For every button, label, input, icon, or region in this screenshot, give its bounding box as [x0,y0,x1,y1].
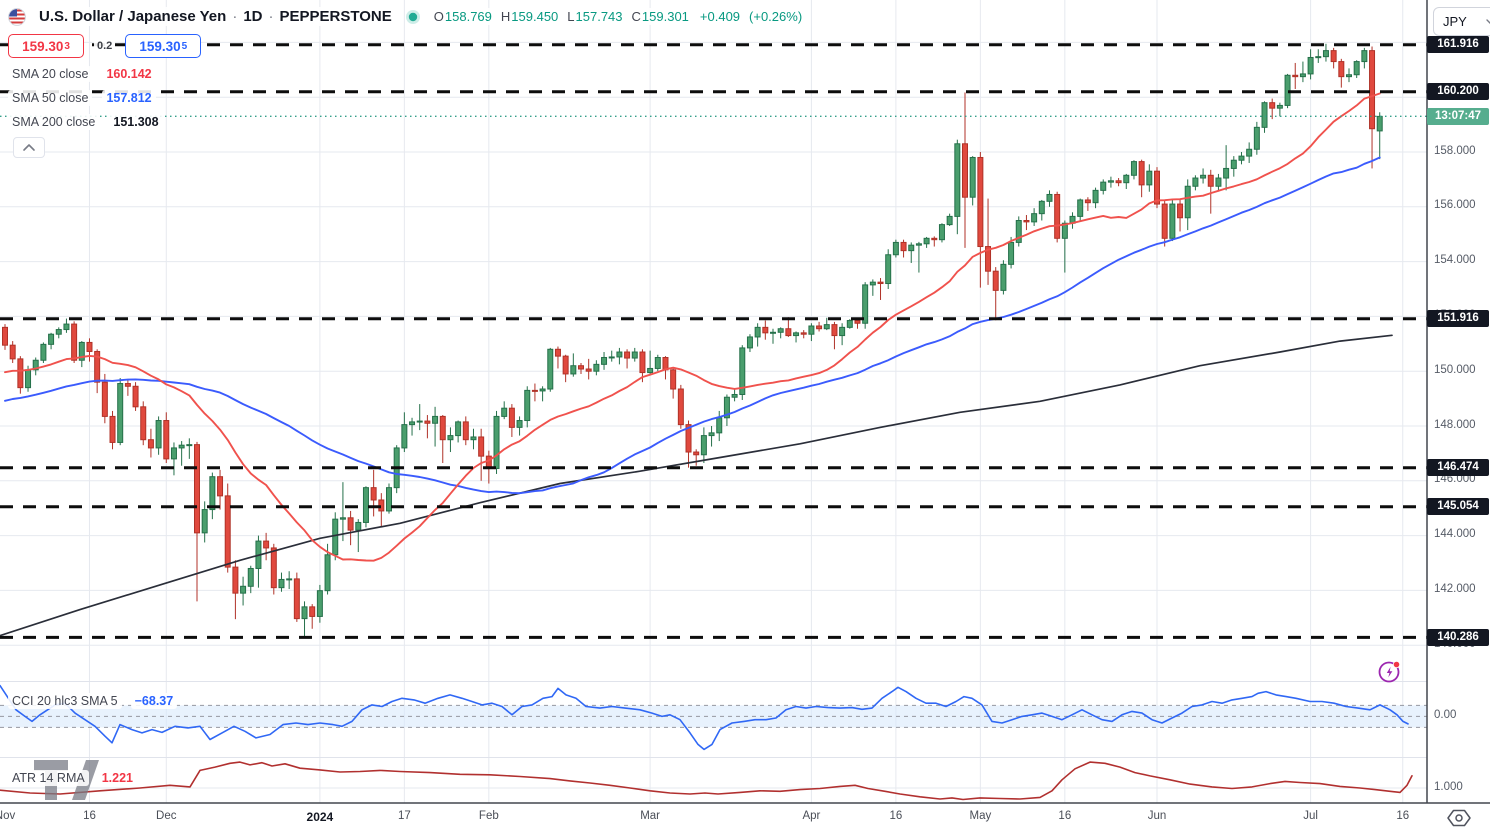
indicator-legend-sma20[interactable]: SMA 20 close 160.142 [8,66,156,82]
chevron-down-icon [1486,18,1490,24]
flash-events-icon[interactable] [1376,658,1403,685]
title-separator: · [268,8,274,25]
trade-panel: 159.30 3 0.2 159.30 5 [8,34,202,58]
price-axis[interactable]: 160.000158.000156.000154.000152.000150.0… [1427,0,1490,803]
sma200-label: SMA 200 close [8,114,100,130]
cci-zero-label: 0.00 [1434,708,1457,721]
sma50-label: SMA 50 close [8,90,93,106]
symbol-name: U.S. Dollar / Japanese Yen [39,8,227,25]
sma20-label: SMA 20 close [8,66,93,82]
price-tick-label: 156.000 [1434,199,1476,212]
time-tick-label: Dec [156,810,177,822]
price-tick-label: 154.000 [1434,254,1476,267]
atr-pane-legend[interactable]: ATR 14 RMA 1.221 [8,770,137,786]
low-value: 157.743 [575,9,623,24]
time-tick-label: Jun [1147,810,1167,822]
cci-pane-legend[interactable]: CCI 20 hlc3 SMA 5 −68.37 [8,693,178,709]
time-tick-label: Mar [640,810,661,822]
us-flag-icon [8,7,26,26]
high-value: 159.450 [511,9,559,24]
price-tick-label: 158.000 [1434,144,1476,157]
change-percent: (+0.26%) [749,9,803,24]
collapse-legend-button[interactable] [13,137,45,158]
price-tick-label: 142.000 [1434,582,1476,595]
price-tick-label: 144.000 [1434,528,1476,541]
currency-label: JPY [1443,14,1467,29]
price-tick-label: 148.000 [1434,418,1476,431]
price-tick-label: 150.000 [1434,363,1476,376]
cci-value: −68.37 [130,693,178,709]
time-tick-label: 16 [83,810,96,822]
price-level-badge: 146.474 [1427,459,1489,477]
price-level-badge: 161.916 [1427,36,1489,54]
price-level-badge: 140.286 [1427,628,1489,646]
atr-scale-label: 1.000 [1434,780,1463,793]
bar-countdown-badge: 13:07:47 [1427,107,1489,125]
sma20-value: 160.142 [102,66,156,82]
indicator-legend-sma200[interactable]: SMA 200 close 151.308 [8,114,163,130]
symbol-legend[interactable]: U.S. Dollar / Japanese Yen · 1D · PEPPER… [8,7,807,26]
symbol-title[interactable]: U.S. Dollar / Japanese Yen · 1D · PEPPER… [35,7,396,26]
time-tick-label: 17 [397,810,411,822]
time-tick-label: Nov [0,810,16,822]
sell-button[interactable]: 159.30 3 [8,34,84,58]
time-axis[interactable]: Nov 16 Dec 2024 17 Feb Mar Apr 16 May 16 Jun Jul 16 [0,804,1427,832]
hexagon-gear-icon [1446,809,1471,827]
time-tick-label: 16 [889,810,903,822]
time-tick-label: 16 [1396,810,1410,822]
buy-button[interactable]: 159.30 5 [125,34,202,58]
open-value: 158.769 [444,9,492,24]
currency-unit-selector[interactable]: JPY [1433,7,1490,36]
market-open-dot-icon[interactable] [405,9,421,25]
sma200-value: 151.308 [109,114,163,130]
chevron-up-icon [23,144,35,151]
interval-label[interactable]: 1D [243,8,263,25]
change-value: +0.409 [699,9,741,24]
ohlc-values: O158.769 H159.450 L157.743 C159.301 +0.4… [429,8,807,25]
notification-dot [1393,661,1400,668]
time-tick-label: May [969,810,992,822]
price-tick-label: 146.000 [1434,473,1476,486]
broker-label: PEPPERSTONE [279,8,392,25]
sma50-value: 157.812 [102,90,156,106]
atr-value: 1.221 [97,770,137,786]
time-tick-label: Apr [802,810,821,822]
indicator-legend-sma50[interactable]: SMA 50 close 157.812 [8,90,156,106]
time-tick-label: 16 [1058,810,1072,822]
title-separator: · [232,8,238,25]
spread-value: 0.2 [94,40,116,52]
timescale-corner[interactable] [1427,804,1490,832]
price-level-badge: 160.200 [1427,83,1489,101]
price-level-badge: 145.054 [1427,498,1489,516]
price-level-badge: 151.916 [1427,310,1489,328]
atr-label: ATR 14 RMA [8,770,89,786]
time-tick-label: 2024 [306,810,334,824]
time-tick-label: Jul [1303,810,1318,822]
close-value: 159.301 [641,9,689,24]
cci-label: CCI 20 hlc3 SMA 5 [8,693,122,709]
time-tick-label: Feb [478,810,499,822]
